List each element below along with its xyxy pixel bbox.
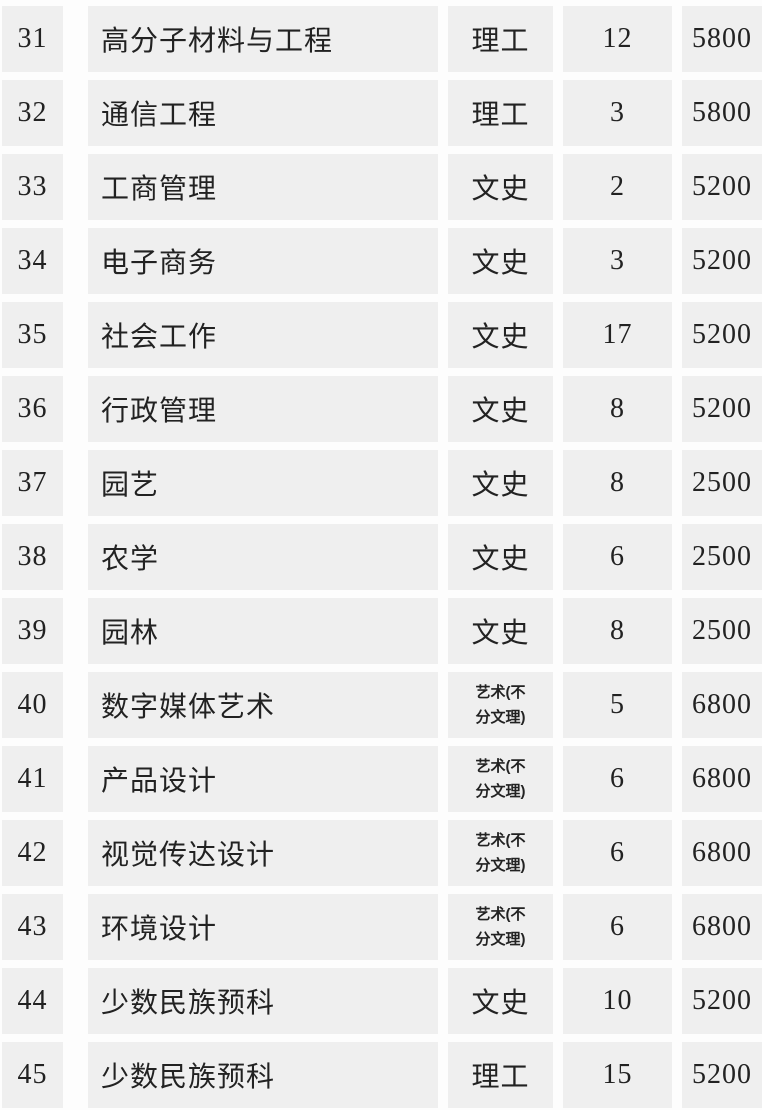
row-number-cell: 32 <box>2 80 63 146</box>
major-name-cell: 数字媒体艺术 <box>88 672 438 738</box>
fee-cell: 5200 <box>682 228 762 294</box>
major-name-cell: 少数民族预科 <box>88 968 438 1034</box>
row-number-cell: 40 <box>2 672 63 738</box>
fee-cell: 5200 <box>682 154 762 220</box>
fee-cell: 2500 <box>682 524 762 590</box>
fee-cell: 5800 <box>682 6 762 72</box>
row-number-cell: 36 <box>2 376 63 442</box>
row-number-cell: 41 <box>2 746 63 812</box>
count-cell: 10 <box>563 968 672 1034</box>
major-name-cell: 高分子材料与工程 <box>88 6 438 72</box>
major-name-cell: 电子商务 <box>88 228 438 294</box>
count-cell: 8 <box>563 450 672 516</box>
table-row: 40 数字媒体艺术 艺术(不 分文理) 5 6800 <box>2 672 762 738</box>
count-cell: 12 <box>563 6 672 72</box>
fee-cell: 6800 <box>682 820 762 886</box>
table-row: 41 产品设计 艺术(不 分文理) 6 6800 <box>2 746 762 812</box>
category-cell: 理工 <box>448 80 553 146</box>
count-cell: 2 <box>563 154 672 220</box>
major-name-cell: 视觉传达设计 <box>88 820 438 886</box>
table-row: 34 电子商务 文史 3 5200 <box>2 228 762 294</box>
row-number-cell: 45 <box>2 1042 63 1108</box>
fee-cell: 5200 <box>682 968 762 1034</box>
row-number-cell: 31 <box>2 6 63 72</box>
row-number-cell: 38 <box>2 524 63 590</box>
count-cell: 17 <box>563 302 672 368</box>
fee-cell: 6800 <box>682 746 762 812</box>
major-name-cell: 工商管理 <box>88 154 438 220</box>
count-cell: 6 <box>563 894 672 960</box>
count-cell: 6 <box>563 524 672 590</box>
count-cell: 6 <box>563 820 672 886</box>
fee-cell: 2500 <box>682 598 762 664</box>
category-cell: 文史 <box>448 524 553 590</box>
fee-cell: 5200 <box>682 1042 762 1108</box>
category-cell: 文史 <box>448 228 553 294</box>
fee-cell: 5800 <box>682 80 762 146</box>
count-cell: 15 <box>563 1042 672 1108</box>
table-row: 35 社会工作 文史 17 5200 <box>2 302 762 368</box>
count-cell: 3 <box>563 80 672 146</box>
category-cell: 文史 <box>448 598 553 664</box>
major-name-cell: 环境设计 <box>88 894 438 960</box>
major-name-cell: 园林 <box>88 598 438 664</box>
count-cell: 8 <box>563 598 672 664</box>
category-cell: 理工 <box>448 1042 553 1108</box>
major-name-cell: 社会工作 <box>88 302 438 368</box>
row-number-cell: 43 <box>2 894 63 960</box>
table-row: 39 园林 文史 8 2500 <box>2 598 762 664</box>
major-name-cell: 农学 <box>88 524 438 590</box>
fee-cell: 5200 <box>682 302 762 368</box>
major-name-cell: 通信工程 <box>88 80 438 146</box>
category-cell: 艺术(不 分文理) <box>448 746 553 812</box>
count-cell: 6 <box>563 746 672 812</box>
row-number-cell: 39 <box>2 598 63 664</box>
table-row: 36 行政管理 文史 8 5200 <box>2 376 762 442</box>
major-name-cell: 行政管理 <box>88 376 438 442</box>
table-row: 45 少数民族预科 理工 15 5200 <box>2 1042 762 1108</box>
major-name-cell: 少数民族预科 <box>88 1042 438 1108</box>
table-row: 42 视觉传达设计 艺术(不 分文理) 6 6800 <box>2 820 762 886</box>
fee-cell: 2500 <box>682 450 762 516</box>
table-row: 31 高分子材料与工程 理工 12 5800 <box>2 6 762 72</box>
row-number-cell: 42 <box>2 820 63 886</box>
row-number-cell: 37 <box>2 450 63 516</box>
count-cell: 5 <box>563 672 672 738</box>
category-cell: 理工 <box>448 6 553 72</box>
table-row: 32 通信工程 理工 3 5800 <box>2 80 762 146</box>
row-number-cell: 34 <box>2 228 63 294</box>
fee-cell: 6800 <box>682 672 762 738</box>
category-cell: 文史 <box>448 302 553 368</box>
category-cell: 艺术(不 分文理) <box>448 894 553 960</box>
category-cell: 艺术(不 分文理) <box>448 820 553 886</box>
table-row: 33 工商管理 文史 2 5200 <box>2 154 762 220</box>
table-row: 38 农学 文史 6 2500 <box>2 524 762 590</box>
category-cell: 文史 <box>448 376 553 442</box>
table-row: 44 少数民族预科 文史 10 5200 <box>2 968 762 1034</box>
major-name-cell: 园艺 <box>88 450 438 516</box>
category-cell: 文史 <box>448 968 553 1034</box>
category-cell: 文史 <box>448 450 553 516</box>
row-number-cell: 35 <box>2 302 63 368</box>
table-row: 43 环境设计 艺术(不 分文理) 6 6800 <box>2 894 762 960</box>
count-cell: 3 <box>563 228 672 294</box>
fee-cell: 6800 <box>682 894 762 960</box>
row-number-cell: 33 <box>2 154 63 220</box>
count-cell: 8 <box>563 376 672 442</box>
row-number-cell: 44 <box>2 968 63 1034</box>
category-cell: 文史 <box>448 154 553 220</box>
fee-cell: 5200 <box>682 376 762 442</box>
major-name-cell: 产品设计 <box>88 746 438 812</box>
table-row: 37 园艺 文史 8 2500 <box>2 450 762 516</box>
category-cell: 艺术(不 分文理) <box>448 672 553 738</box>
